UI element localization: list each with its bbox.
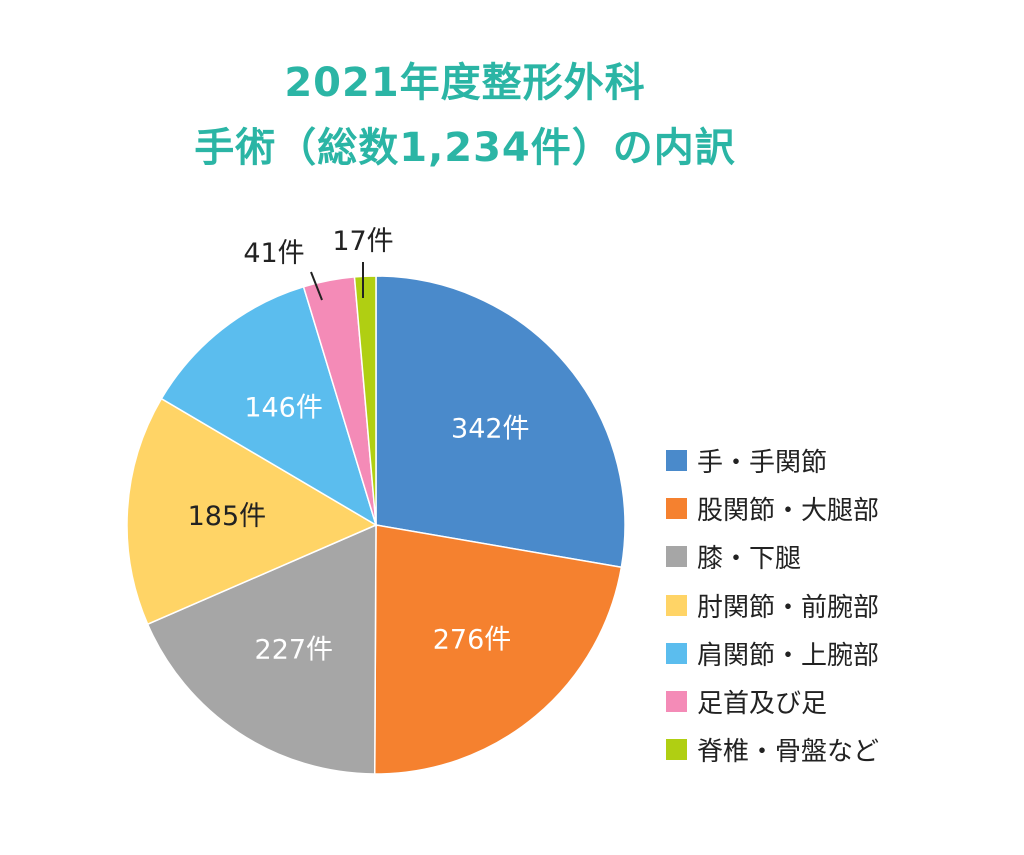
legend-item: 膝・下腿 bbox=[666, 533, 879, 581]
pie-slice-label-2: 276件 bbox=[433, 625, 512, 656]
pie-slice-3 bbox=[146, 523, 377, 775]
pie-slice-5 bbox=[160, 285, 378, 527]
legend-swatch bbox=[666, 594, 687, 616]
chart-legend: 手・手関節股関節・大腿部 膝・下腿肘関節・前腕部 肩関節・上腕部 足首及び足脊椎・骨盤… bbox=[666, 436, 879, 774]
pie-slice-1 bbox=[375, 275, 626, 569]
pie-slice-2 bbox=[373, 524, 623, 775]
legend-label: 肘関節・前腕部 bbox=[697, 592, 880, 623]
pie-slice-7 bbox=[353, 275, 377, 526]
legend-label: 膝・下腿 bbox=[697, 544, 802, 575]
legend-item: 手・手関節 bbox=[666, 436, 879, 484]
legend-swatch bbox=[666, 642, 687, 664]
pie-slice-label-3: 227件 bbox=[255, 635, 334, 666]
legend-label: 脊椎・骨盤など bbox=[697, 737, 880, 768]
legend-item: 脊椎・骨盤など bbox=[666, 726, 879, 774]
legend-swatch bbox=[666, 546, 687, 568]
legend-label: 足首及び足 bbox=[697, 689, 828, 720]
legend-swatch bbox=[666, 449, 687, 471]
legend-swatch bbox=[666, 739, 687, 761]
pie-slice-4 bbox=[126, 397, 378, 626]
legend-item: 肘関節・前腕部 bbox=[666, 581, 879, 629]
pie-slice-label-4: 185件 bbox=[188, 501, 267, 532]
legend-item: 肩関節・上腕部 bbox=[666, 629, 879, 677]
pie-slice-label-5: 146件 bbox=[244, 393, 323, 424]
legend-label: 手・手関節 bbox=[697, 447, 828, 478]
chart-title-line-2: 手術（総数1,234件）の内訳 bbox=[194, 125, 736, 171]
legend-swatch bbox=[666, 497, 687, 519]
pie-slice-label-7: 17件 bbox=[332, 226, 393, 257]
legend-item: 股関節・大腿部 bbox=[666, 484, 879, 532]
legend-label: 股関節・大腿部 bbox=[697, 495, 880, 526]
pie-leader-line-6 bbox=[310, 271, 323, 301]
chart-title-line-1: 2021年度整形外科 bbox=[284, 60, 646, 106]
legend-swatch bbox=[666, 691, 687, 713]
pie-slice-label-1: 342件 bbox=[451, 414, 530, 445]
pie-slice-label-6: 41件 bbox=[243, 238, 304, 269]
legend-label: 肩関節・上腕部 bbox=[697, 640, 880, 671]
legend-item: 足首及び足 bbox=[666, 677, 879, 725]
